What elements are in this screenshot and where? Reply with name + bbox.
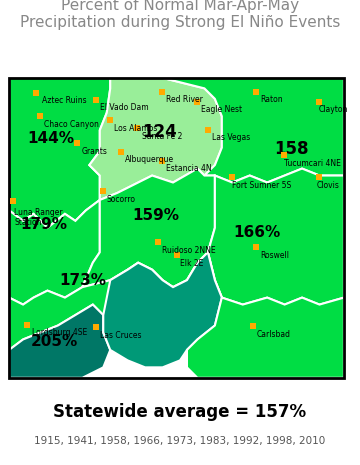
Text: Roswell: Roswell xyxy=(260,251,289,259)
Text: Aztec Ruins: Aztec Ruins xyxy=(42,96,87,105)
Text: Estancia 4N: Estancia 4N xyxy=(166,165,212,173)
Text: Las Vegas: Las Vegas xyxy=(212,133,250,142)
Polygon shape xyxy=(163,78,344,183)
Text: Socorro: Socorro xyxy=(107,195,136,204)
Text: Percent of Normal Mar-Apr-May
Precipitation during Strong El Niño Events: Percent of Normal Mar-Apr-May Precipitat… xyxy=(20,0,340,30)
Text: 1915, 1941, 1958, 1966, 1973, 1983, 1992, 1998, 2010: 1915, 1941, 1958, 1966, 1973, 1983, 1992… xyxy=(34,436,326,446)
Text: Santa Fe 2: Santa Fe 2 xyxy=(141,132,182,141)
Text: Clayton: Clayton xyxy=(319,105,348,114)
Text: Elk 2E: Elk 2E xyxy=(180,259,203,267)
Polygon shape xyxy=(103,252,222,367)
Text: El Vado Dam: El Vado Dam xyxy=(100,103,149,112)
Text: 205%: 205% xyxy=(31,334,78,349)
Text: Las Cruces: Las Cruces xyxy=(100,331,141,340)
Text: Lordsburg 4SE: Lordsburg 4SE xyxy=(32,328,87,337)
Text: Fort Sumner 5S: Fort Sumner 5S xyxy=(232,181,292,190)
Polygon shape xyxy=(9,305,110,378)
Text: Red River: Red River xyxy=(166,95,203,104)
Polygon shape xyxy=(208,169,344,305)
Text: Albuquerque: Albuquerque xyxy=(125,155,174,164)
Text: Luna Ranger
Station: Luna Ranger Station xyxy=(14,207,63,227)
Text: Grants: Grants xyxy=(82,147,108,156)
Text: 166%: 166% xyxy=(233,225,280,239)
Polygon shape xyxy=(9,78,110,228)
Text: Chaco Canyon: Chaco Canyon xyxy=(44,120,99,129)
Text: 144%: 144% xyxy=(27,132,75,146)
Polygon shape xyxy=(82,169,215,287)
Text: Statewide average = 157%: Statewide average = 157% xyxy=(53,404,307,421)
Polygon shape xyxy=(9,252,222,367)
Text: 173%: 173% xyxy=(59,272,106,288)
Text: Raton: Raton xyxy=(260,95,283,104)
Text: 159%: 159% xyxy=(132,208,179,223)
Text: 124: 124 xyxy=(142,123,176,141)
Text: Clovis: Clovis xyxy=(317,181,340,190)
Text: Ruidoso 2NNE: Ruidoso 2NNE xyxy=(162,246,216,255)
Polygon shape xyxy=(89,78,222,200)
Polygon shape xyxy=(9,200,100,305)
Text: Los Alamos: Los Alamos xyxy=(114,124,157,133)
Polygon shape xyxy=(187,298,344,378)
Text: Carlsbad: Carlsbad xyxy=(257,330,291,339)
Text: 179%: 179% xyxy=(21,217,67,232)
Text: Tucumcari 4NE: Tucumcari 4NE xyxy=(284,159,341,168)
Text: Eagle Nest: Eagle Nest xyxy=(201,105,242,114)
Text: 158: 158 xyxy=(274,140,309,159)
